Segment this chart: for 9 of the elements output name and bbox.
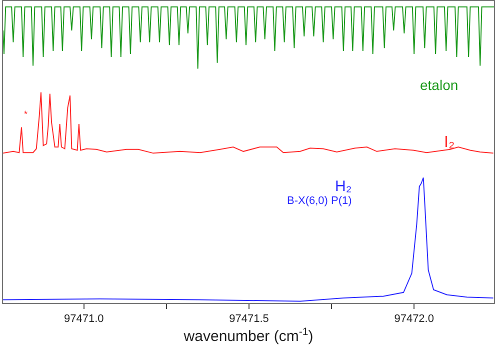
- x-tick-label: 97471.0: [64, 313, 104, 326]
- annotation: *: [24, 109, 28, 119]
- x-tick-label: 97471.5: [229, 313, 269, 326]
- series-label: I₂: [444, 134, 455, 151]
- x-tick-label: 97472.0: [394, 313, 434, 326]
- text: H₂: [335, 178, 352, 195]
- x-axis-title: wavenumber (cm$^{-1}$): [182, 326, 314, 346]
- series-label: etalon: [420, 77, 458, 93]
- annotation: B-X(6,0) P(1): [287, 195, 352, 207]
